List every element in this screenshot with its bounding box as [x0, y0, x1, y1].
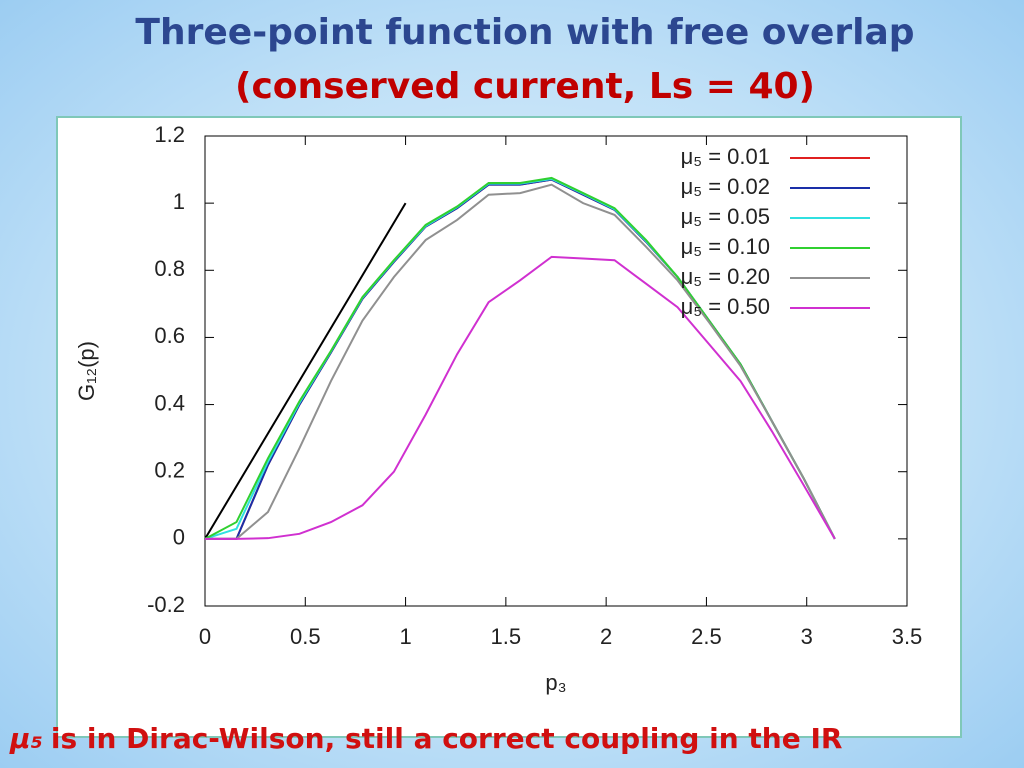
- slide-title: Three-point function with free overlap: [135, 12, 915, 53]
- legend-label: μ₅ = 0.10: [681, 234, 770, 259]
- legend-label: μ₅ = 0.20: [681, 264, 770, 289]
- x-tick-label: 3: [801, 624, 813, 649]
- x-tick-label: 0: [199, 624, 211, 649]
- legend-label: μ₅ = 0.05: [681, 204, 770, 229]
- x-tick-label: 1.5: [491, 624, 522, 649]
- caption-symbol: μ₅: [10, 722, 43, 755]
- series-line: [204, 176, 836, 540]
- caption-text: is in Dirac-Wilson, still a correct coup…: [50, 722, 843, 755]
- y-tick-label: 0.6: [154, 323, 185, 348]
- x-axis-label: p₃: [545, 670, 566, 695]
- legend-label: μ₅ = 0.02: [681, 174, 770, 199]
- caption: μ₅ is in Dirac-Wilson, still a correct co…: [10, 722, 842, 755]
- series-line: [205, 255, 836, 540]
- slide-subtitle: (conserved current, Ls = 40): [234, 66, 816, 107]
- x-tick-label: 2.5: [691, 624, 722, 649]
- y-tick-label: -0.2: [147, 592, 185, 617]
- plot-frame: [204, 135, 908, 607]
- reference-line: [204, 202, 407, 540]
- x-tick-label: 2: [600, 624, 612, 649]
- x-tick-label: 1: [399, 624, 411, 649]
- y-axis-label: G₁₂(p): [74, 341, 99, 401]
- y-tick-label: 0.8: [154, 256, 185, 281]
- y-tick-label: 0.4: [154, 390, 185, 415]
- y-tick-label: 0.2: [154, 458, 185, 483]
- y-tick-label: 1: [173, 189, 185, 214]
- y-tick-label: 1.2: [154, 122, 185, 147]
- y-tick-label: 0: [173, 525, 185, 550]
- legend-label: μ₅ = 0.01: [681, 144, 770, 169]
- x-tick-label: 3.5: [892, 624, 923, 649]
- chart-box: [56, 116, 962, 738]
- legend-label: μ₅ = 0.50: [681, 294, 770, 319]
- series-line: [205, 183, 836, 540]
- x-tick-label: 0.5: [290, 624, 321, 649]
